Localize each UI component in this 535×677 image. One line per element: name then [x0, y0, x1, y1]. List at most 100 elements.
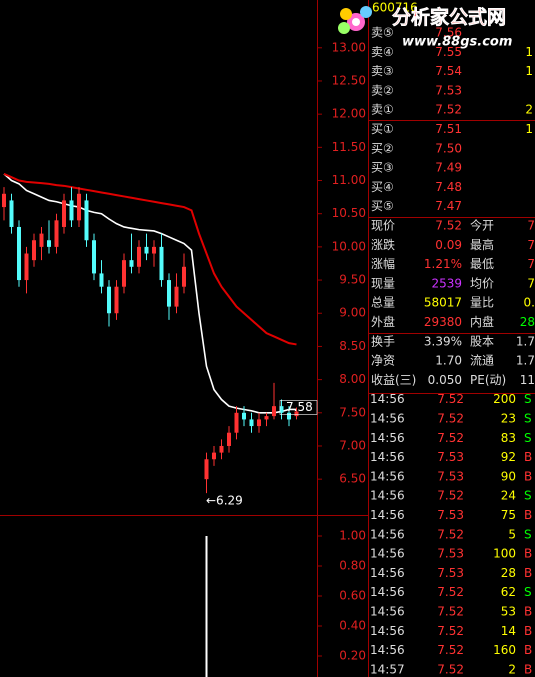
- quote-label: 换手: [371, 334, 395, 348]
- trade-price: 7.53: [437, 450, 464, 464]
- trade-volume: 83: [501, 431, 516, 445]
- candle-body: [249, 419, 254, 427]
- y-tick-label: 8.50: [339, 339, 366, 353]
- quote-value: 7.49: [435, 161, 462, 175]
- candle-body: [99, 273, 104, 287]
- trade-time: 14:56: [370, 450, 405, 464]
- quote-label: 买①: [371, 122, 394, 136]
- quote-value: 0.: [524, 296, 535, 310]
- candle-body: [54, 220, 59, 247]
- trade-side: B: [524, 605, 532, 619]
- quote-value: 1.7: [516, 334, 535, 348]
- quote-label: 外盘: [371, 314, 395, 329]
- candle-body: [279, 406, 284, 413]
- trade-price: 7.52: [437, 489, 464, 503]
- candle-body: [129, 260, 134, 267]
- trade-volume: 24: [501, 489, 516, 503]
- trade-volume: 28: [501, 566, 516, 580]
- quote-value: 7.48: [435, 180, 462, 194]
- quote-label: 买④: [371, 180, 394, 194]
- quote-label: 卖④: [371, 45, 394, 59]
- quote-label: 内盘: [470, 314, 494, 329]
- candle-body: [294, 411, 299, 417]
- candle-body: [47, 240, 51, 247]
- quote-label: 卖②: [371, 83, 394, 97]
- y-tick-label: 0.80: [339, 559, 366, 573]
- annotation: ←6.29: [206, 494, 243, 508]
- candle-body: [287, 412, 291, 420]
- quote-label: 净资: [371, 354, 395, 368]
- y-tick-label: 0.40: [339, 619, 366, 633]
- trade-volume: 62: [501, 585, 516, 599]
- trade-price: 7.53: [437, 469, 464, 483]
- trade-volume: 2: [508, 662, 516, 676]
- trade-price: 7.52: [437, 624, 464, 638]
- quote-label: 均价: [470, 276, 494, 290]
- y-tick-label: 0.20: [339, 649, 366, 663]
- quote-value: 7.53: [435, 83, 462, 97]
- quote-value: 0.09: [435, 238, 462, 252]
- trade-price: 7.52: [437, 392, 464, 406]
- trade-side: B: [524, 566, 532, 580]
- trade-side: S: [524, 585, 532, 599]
- candle-body: [264, 416, 269, 420]
- volume-bar: [205, 536, 208, 677]
- trade-volume: 200: [493, 392, 516, 406]
- trade-time: 14:56: [370, 469, 405, 483]
- trade-volume: 90: [501, 469, 516, 483]
- trade-side: B: [524, 662, 532, 676]
- trade-time: 14:56: [370, 527, 405, 541]
- quote-label: 卖⑤: [371, 26, 394, 40]
- trade-time: 14:56: [370, 605, 405, 619]
- candle-body: [62, 200, 66, 227]
- candle-body: [77, 193, 81, 221]
- y-tick-label: 7.50: [339, 405, 366, 419]
- quote-value: 3.39%: [424, 334, 462, 348]
- quote-value: 7.56: [435, 26, 462, 40]
- quote-label: 总量: [371, 296, 395, 310]
- candle-body: [152, 246, 156, 254]
- trade-side: B: [524, 547, 532, 561]
- quote-label: 量比: [470, 296, 494, 310]
- quote-label: 涨幅: [371, 256, 395, 271]
- quote-label: 现量: [371, 276, 395, 290]
- y-tick-label: 11.50: [332, 140, 366, 154]
- trade-side: B: [524, 469, 532, 483]
- y-tick-label: 9.00: [339, 306, 366, 320]
- watermark-title: 分析家公式网: [392, 6, 506, 29]
- quote-value: 7.55: [435, 45, 462, 59]
- candle-body: [84, 200, 89, 241]
- quote-label: 卖③: [371, 64, 394, 78]
- candle-body: [212, 452, 216, 460]
- trade-side: S: [524, 412, 532, 426]
- candle-body: [242, 412, 246, 420]
- quote-value: 11: [520, 373, 535, 387]
- quote-label: 1: [525, 45, 533, 59]
- quote-label: 最低: [470, 257, 494, 271]
- candle-body: [204, 459, 209, 480]
- price-line: [3, 173, 297, 414]
- quote-label: 卖①: [371, 103, 394, 117]
- y-tick-label: 12.50: [332, 73, 366, 87]
- quote-value: 58017: [424, 296, 462, 310]
- quote-label: 涨跌: [371, 237, 395, 252]
- trade-side: B: [524, 450, 532, 464]
- y-tick-label: 0.60: [339, 589, 366, 603]
- trade-time: 14:56: [370, 412, 405, 426]
- trade-side: B: [524, 508, 532, 522]
- trade-time: 14:57: [370, 662, 405, 676]
- price-line: [3, 172, 297, 346]
- quote-value: 2539: [431, 276, 462, 290]
- quote-value: 7.52: [435, 219, 462, 233]
- quote-value: 1.7: [516, 354, 535, 368]
- candle-body: [114, 286, 119, 314]
- trade-time: 14:56: [370, 566, 405, 580]
- annotation: 7.58: [286, 400, 313, 414]
- trade-time: 14:56: [370, 431, 405, 445]
- quote-label: 2: [525, 103, 533, 117]
- quote-value: 28: [520, 315, 535, 329]
- trade-price: 7.52: [437, 605, 464, 619]
- y-tick-label: 8.00: [339, 372, 366, 386]
- y-tick-label: 7.00: [339, 438, 366, 452]
